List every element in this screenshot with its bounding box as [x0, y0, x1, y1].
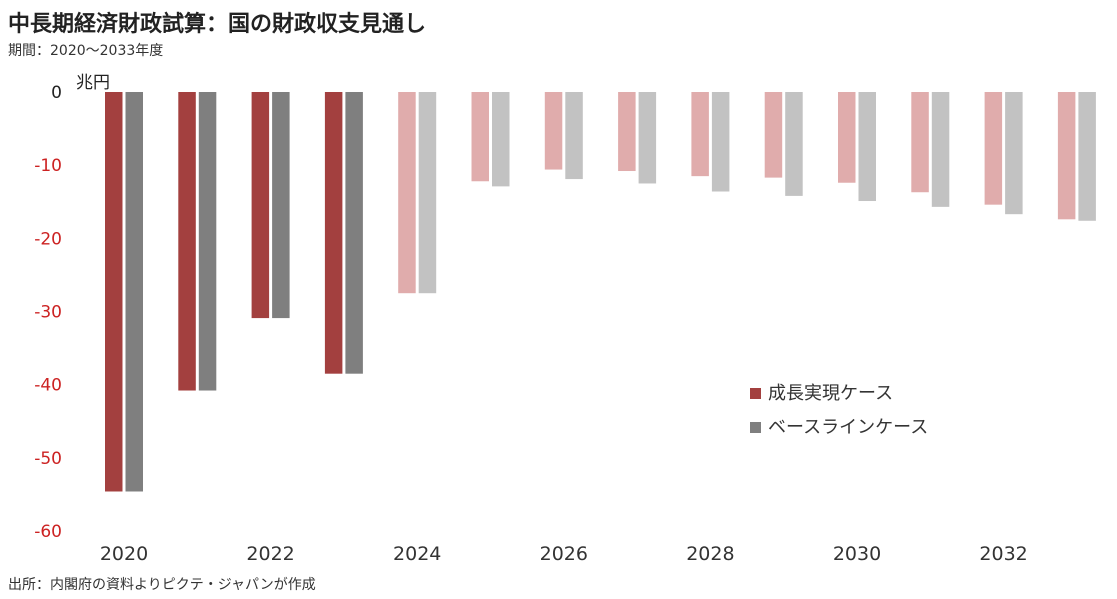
- chart-title: 中長期経済財政試算：国の財政収支見通し: [8, 12, 427, 37]
- legend-label: ベースラインケース: [768, 417, 928, 438]
- source-note: 出所：内閣府の資料よりピクテ・ジャパンが作成: [8, 577, 316, 593]
- y-tick-label: -20: [34, 229, 62, 249]
- bar-growth-2033: [1057, 92, 1076, 220]
- y-tick-label: -60: [34, 522, 62, 542]
- bar-baseline-2033: [1078, 92, 1096, 221]
- bar-growth-2030: [838, 92, 856, 183]
- x-tick-label: 2024: [393, 543, 441, 565]
- bar-growth-2024: [398, 92, 416, 294]
- bar-baseline-2032: [1005, 92, 1023, 215]
- x-tick-label: 2022: [246, 543, 294, 565]
- bar-growth-2029: [764, 92, 783, 178]
- bar-baseline-2028: [711, 92, 730, 192]
- bar-baseline-2023: [345, 92, 363, 374]
- x-tick-label: 2028: [686, 543, 734, 565]
- bar-baseline-2031: [931, 92, 950, 207]
- bar-baseline-2026: [565, 92, 583, 180]
- bar-baseline-2020: [125, 92, 143, 492]
- bar-growth-2027: [618, 92, 636, 172]
- bar-growth-2028: [691, 92, 709, 177]
- legend-label: 成長実現ケース: [768, 383, 893, 404]
- bar-growth-2020: [105, 92, 123, 492]
- bar-growth-2025: [471, 92, 489, 182]
- bar-baseline-2025: [492, 92, 510, 187]
- bar-baseline-2030: [858, 92, 876, 202]
- x-tick-label: 2032: [979, 543, 1027, 565]
- y-tick-label: 0: [51, 83, 62, 103]
- y-tick-label: -50: [34, 449, 62, 469]
- x-tick-label: 2020: [100, 543, 148, 565]
- x-tick-label: 2030: [833, 543, 881, 565]
- bar-baseline-2022: [272, 92, 290, 319]
- bar-growth-2032: [984, 92, 1003, 205]
- y-tick-label: -10: [34, 156, 62, 176]
- legend-swatch: [750, 422, 761, 433]
- y-tick-label: -30: [34, 303, 62, 323]
- bar-growth-2031: [911, 92, 929, 193]
- bar-growth-2023: [324, 92, 343, 374]
- chart-subtitle: 期間：2020～2033年度: [8, 43, 164, 59]
- bar-baseline-2029: [785, 92, 803, 196]
- bar-baseline-2024: [418, 92, 437, 294]
- bar-growth-2022: [251, 92, 270, 319]
- legend-swatch: [750, 388, 761, 399]
- bar-baseline-2027: [638, 92, 657, 184]
- bar-baseline-2021: [198, 92, 217, 391]
- bar-growth-2021: [178, 92, 196, 391]
- x-tick-label: 2026: [540, 543, 588, 565]
- bar-growth-2026: [544, 92, 563, 170]
- y-tick-label: -40: [34, 376, 62, 396]
- y-unit-label: 兆円: [76, 73, 110, 93]
